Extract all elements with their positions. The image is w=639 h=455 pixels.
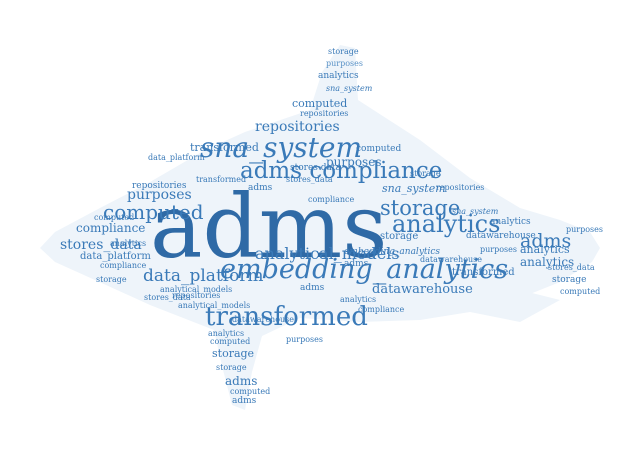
- word-purposes-lower: purposes: [286, 335, 323, 344]
- word-compliance-left: compliance: [76, 221, 146, 235]
- word-stores-data-lower: stores_data: [144, 293, 191, 302]
- word-datawarehouse-right: datawarehouse: [466, 231, 536, 241]
- word-stores-data-right: stores_data: [548, 263, 595, 272]
- word-data-platform-small: data_platform: [80, 251, 151, 262]
- word-adms-compliance: adms compliance: [240, 158, 443, 184]
- word-storage-top: storage: [328, 47, 359, 56]
- word-sna-system-small: sna_system: [382, 182, 446, 195]
- word-analytics-right: analytics: [392, 210, 501, 238]
- word-analytics-small-right: analytics: [520, 255, 575, 269]
- word-data-platform-top: data_platform: [148, 153, 205, 162]
- word-storage: storage: [380, 196, 461, 220]
- word-storage-left: storage: [96, 275, 127, 284]
- word-repositories-small: repositories: [132, 181, 187, 191]
- word-stores-data-upper: stores_data: [286, 175, 333, 184]
- word-computed-top: computed: [292, 97, 348, 110]
- word-analytical-models-lower: analytical_models: [178, 301, 251, 310]
- word-purposes-far-right: purposes: [566, 225, 603, 234]
- word-transformed-large: transformed: [205, 302, 368, 332]
- word-sna-system-right: sna_system: [452, 207, 499, 216]
- word-purposes: purposes: [127, 187, 192, 203]
- word-analytics-lower: analytics: [340, 295, 377, 304]
- word-transformed-top: transformed: [190, 141, 259, 154]
- word-compliance-mid: compliance: [308, 195, 355, 204]
- word-computed-lower: computed: [210, 337, 251, 346]
- word-adms-tail: adms: [225, 374, 258, 388]
- word-storage-bottom: storage: [212, 347, 255, 360]
- shark-fin-pectoral: [420, 290, 560, 322]
- word-analytics-far-right: analytics: [490, 217, 531, 227]
- word-computed-tail: computed: [230, 387, 271, 396]
- word-sna-system: sna_system: [200, 131, 363, 164]
- word-datawarehouse-small: datawarehouse: [420, 255, 483, 264]
- word-embedding-analytics: embedding_analytics: [220, 254, 509, 285]
- word-stores-data-mid: stores data: [290, 163, 341, 173]
- word-storage-upper: storage: [410, 169, 441, 178]
- word-data-platform: data_platform: [143, 266, 264, 286]
- word-transformed-right: transformed: [452, 267, 515, 278]
- word-transformed-small: transformed: [196, 175, 247, 184]
- word-analytics-left: analytics: [110, 239, 147, 248]
- word-datawarehouse-lower: datawarehouse: [232, 315, 295, 324]
- word-datawarehouse: datawarehouse: [372, 282, 473, 297]
- word-repositories-lower: repositories: [172, 291, 221, 300]
- word-computed-far-right: computed: [560, 287, 601, 296]
- word-analytics-right2: analytics: [520, 243, 570, 256]
- word-computed-small: computed: [94, 213, 135, 222]
- word-analytical-models: analytical_models: [255, 244, 400, 263]
- word-adms-tail2: adms: [232, 396, 257, 406]
- word-analytics-top: analytics: [318, 71, 359, 81]
- word-purposes-small: purposes: [480, 245, 517, 254]
- word-computed-right: computed: [356, 144, 402, 154]
- word-adms-small: adms: [248, 183, 273, 193]
- word-storage-right: storage: [552, 275, 587, 285]
- word-adms-large: adms: [150, 175, 388, 278]
- shark-body: [40, 45, 600, 410]
- word-adms-lower: adms: [300, 283, 325, 293]
- word-analytics-lower2: analytics: [208, 329, 245, 338]
- word-compliance-small: compliance: [100, 261, 147, 270]
- word-repositories-top: repositories: [300, 109, 349, 118]
- word-stores-data-left: stores_data: [60, 237, 142, 253]
- word-embedding-analytics-small: embedding_analytics: [344, 247, 441, 257]
- word-sna-system-top: sna_system: [326, 84, 373, 93]
- word-repositories-right: repositories: [436, 183, 485, 192]
- word-analytical-models-upper: analytical_models: [160, 285, 233, 294]
- word-storage-lower: storage: [216, 363, 247, 372]
- word-adms-right: adms: [520, 230, 572, 252]
- word-repositories: repositories: [255, 119, 340, 135]
- word-purposes-mid: purposes: [326, 155, 382, 169]
- word-compliance-lower: compliance: [358, 305, 405, 314]
- word-storage-mid: storage: [380, 231, 419, 242]
- word-purposes-top: purposes: [326, 59, 363, 68]
- word-computed: computed: [103, 200, 204, 224]
- word-adms-mid: adms: [344, 259, 369, 269]
